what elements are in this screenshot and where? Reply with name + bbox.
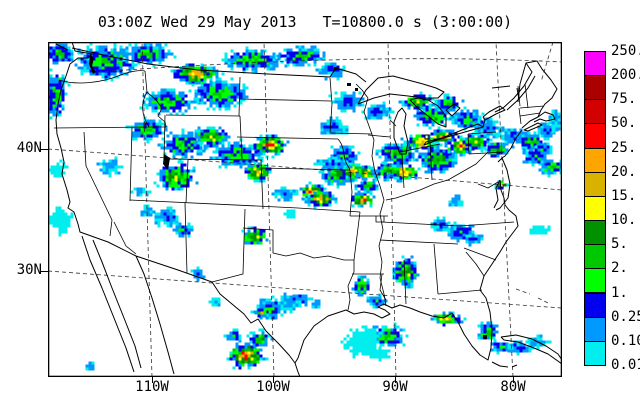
colorbar-label-50.: 50. <box>611 115 637 132</box>
x-axis-label-90W: 90W <box>382 379 408 395</box>
colorbar-cell-11 <box>584 316 606 342</box>
colorbar-label-5.: 5. <box>611 236 628 253</box>
x-axis-label-80W: 80W <box>500 379 526 395</box>
colorbar-cell-1 <box>584 75 606 101</box>
y-tick <box>41 271 48 272</box>
colorbar-cell-10 <box>584 292 606 318</box>
colorbar-cell-4 <box>584 147 606 173</box>
plot-title: 03:00Z Wed 29 May 2013 T=10800.0 s (3:00:… <box>48 13 562 31</box>
precipitation-radar-layer <box>48 42 562 371</box>
colorbar-label-10.: 10. <box>611 212 637 229</box>
colorbar-label-25.: 25. <box>611 139 637 156</box>
us-precipitation-map <box>48 42 562 377</box>
y-axis-label-40N: 40N <box>16 140 42 156</box>
colorbar-cell-2 <box>584 99 606 125</box>
y-tick <box>41 149 48 150</box>
colorbar-cell-9 <box>584 268 606 294</box>
colorbar-cell-12 <box>584 340 606 366</box>
colorbar-label-1.: 1. <box>611 284 628 301</box>
plot-frame <box>48 42 562 377</box>
colorbar-cell-5 <box>584 171 606 197</box>
y-axis-label-30N: 30N <box>16 262 42 278</box>
colorbar-label-20.: 20. <box>611 163 637 180</box>
x-tick <box>395 377 396 383</box>
x-tick <box>152 377 153 383</box>
title-datetime: 03:00Z Wed 29 May 2013 <box>97 13 297 31</box>
colorbar-label-0.01: 0.01 <box>611 356 640 373</box>
colorbar-cell-7 <box>584 220 606 246</box>
colorbar-cell-3 <box>584 123 606 149</box>
colorbar-label-200.: 200. <box>611 67 640 84</box>
colorbar-cell-6 <box>584 195 606 222</box>
colorbar-label-15.: 15. <box>611 187 637 204</box>
title-timestep: T=10800.0 s (3:00:00) <box>322 13 513 31</box>
x-axis-label-100W: 100W <box>256 379 290 395</box>
x-tick <box>513 377 514 383</box>
colorbar-cell-0 <box>584 51 606 77</box>
colorbar-label-75.: 75. <box>611 91 637 108</box>
colorbar-label-0.10: 0.10 <box>611 332 640 349</box>
great-lakes <box>357 75 520 155</box>
colorbar-label-0.25: 0.25 <box>611 308 640 325</box>
x-axis-label-110W: 110W <box>135 379 169 395</box>
small-lakes-filled <box>89 54 487 339</box>
x-tick <box>273 377 274 383</box>
colorbar-cell-8 <box>584 244 606 270</box>
colorbar-label-250.: 250. <box>611 43 640 59</box>
colorbar-label-2.: 2. <box>611 260 628 277</box>
state-boundaries <box>53 70 545 311</box>
